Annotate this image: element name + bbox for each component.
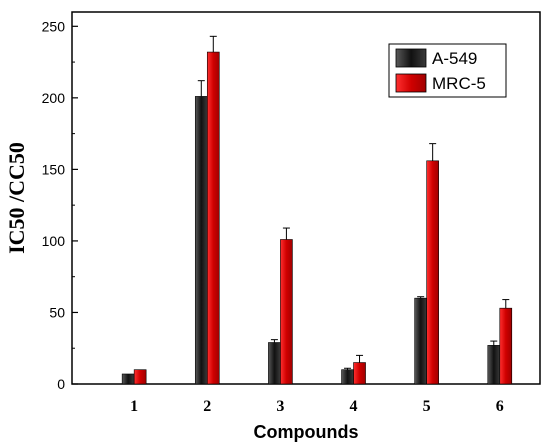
y-axis-label: IC50 /CC50: [4, 142, 29, 254]
plot-frame: [71, 11, 541, 385]
y-tick-label: 0: [57, 376, 65, 392]
x-tick-label: 2: [203, 398, 211, 415]
legend-label-mrc5: MRC-5: [432, 74, 486, 93]
bar-a549-5: [414, 297, 427, 385]
legend-label-a549: A-549: [432, 49, 477, 68]
bars: [121, 35, 513, 385]
y-axis: 0 50 100 150 200 250: [42, 18, 78, 392]
y-tick-label: 50: [49, 304, 65, 320]
bar-mrc5-5: [426, 160, 439, 385]
bar-mrc5-4: [353, 362, 366, 385]
y-tick-label: 200: [42, 90, 66, 106]
legend-swatch-a549: [395, 48, 427, 68]
bar-a549-4: [341, 369, 354, 385]
legend: A-549 MRC-5: [388, 43, 507, 98]
bar-mrc5-2: [206, 51, 220, 385]
bar-mrc5-1: [133, 369, 147, 385]
x-axis-label: Compounds: [254, 422, 359, 442]
x-tick-label: 4: [350, 398, 358, 415]
y-tick-label: 250: [42, 18, 66, 34]
bar-a549-3: [268, 342, 281, 385]
y-tick-label: 150: [42, 161, 66, 177]
bar-a549-1: [121, 373, 135, 385]
bar-mrc5-6: [499, 307, 513, 385]
bar-mrc5-3: [280, 239, 293, 385]
bar-a549-2: [194, 96, 208, 385]
x-tick-label: 5: [423, 398, 431, 415]
y-tick-label: 100: [42, 233, 66, 249]
x-tick-label: 3: [276, 398, 284, 415]
x-tick-label: 1: [130, 398, 138, 415]
bar-a549-6: [487, 345, 501, 385]
x-tick-label: 6: [496, 398, 504, 415]
legend-swatch-mrc5: [395, 73, 427, 93]
